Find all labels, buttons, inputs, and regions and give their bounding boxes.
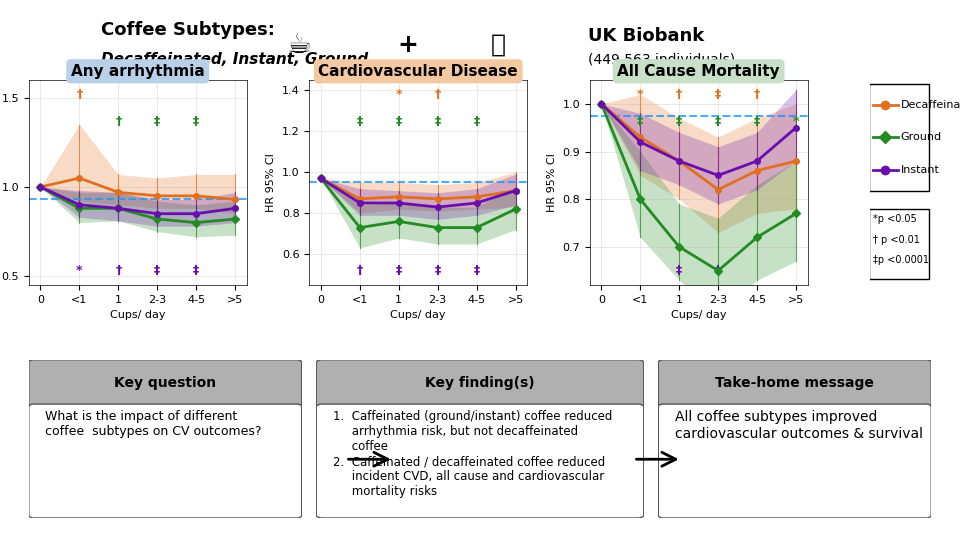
- Text: †: †: [357, 264, 363, 277]
- Y-axis label: HR 95% CI: HR 95% CI: [546, 153, 557, 212]
- Text: *p <0.05: *p <0.05: [874, 214, 917, 224]
- Text: *: *: [76, 264, 83, 277]
- Text: ☕: ☕: [287, 31, 312, 59]
- Text: Coffee Subtypes:: Coffee Subtypes:: [101, 21, 275, 40]
- Title: Any arrhythmia: Any arrhythmia: [71, 64, 204, 79]
- Text: †: †: [676, 88, 683, 101]
- Title: Cardiovascular Disease: Cardiovascular Disease: [319, 64, 518, 79]
- Text: ‡: ‡: [435, 264, 441, 277]
- Text: ‡: ‡: [193, 115, 200, 128]
- Text: *: *: [637, 88, 643, 101]
- Text: †: †: [754, 88, 760, 101]
- Text: ‡: ‡: [754, 115, 760, 128]
- Text: †: †: [76, 88, 83, 101]
- Text: ‡: ‡: [435, 115, 441, 128]
- Text: ‡: ‡: [396, 264, 402, 277]
- Text: ‡: ‡: [715, 264, 721, 277]
- Text: ‡: ‡: [473, 264, 480, 277]
- Text: ‡: ‡: [193, 264, 200, 277]
- Text: ‡: ‡: [473, 115, 480, 128]
- Text: (449 563 individuals): (449 563 individuals): [588, 52, 735, 66]
- Text: ‡: ‡: [637, 115, 643, 128]
- Text: 👥: 👥: [491, 33, 506, 57]
- Text: †: †: [435, 88, 441, 101]
- X-axis label: Cups/ day: Cups/ day: [391, 310, 446, 320]
- Text: Ground: Ground: [900, 132, 942, 143]
- Text: ‡: ‡: [676, 264, 683, 277]
- Text: All coffee subtypes improved
cardiovascular outcomes & survival: All coffee subtypes improved cardiovascu…: [675, 411, 923, 441]
- Text: ‡: ‡: [155, 264, 160, 277]
- Text: ‡: ‡: [396, 115, 402, 128]
- Text: Decaffeinated: Decaffeinated: [900, 99, 960, 109]
- Text: *: *: [396, 88, 402, 101]
- FancyBboxPatch shape: [29, 360, 301, 407]
- Text: What is the impact of different
coffee  subtypes on CV outcomes?: What is the impact of different coffee s…: [45, 411, 262, 438]
- FancyBboxPatch shape: [869, 84, 929, 191]
- Text: Key finding(s): Key finding(s): [425, 376, 535, 390]
- Text: ‡: ‡: [715, 115, 721, 128]
- Text: UK Biobank: UK Biobank: [588, 27, 705, 45]
- FancyBboxPatch shape: [29, 404, 301, 518]
- Text: *: *: [793, 115, 800, 128]
- FancyBboxPatch shape: [316, 404, 644, 518]
- Text: ‡: ‡: [676, 115, 683, 128]
- FancyBboxPatch shape: [659, 360, 931, 407]
- Text: †: †: [115, 264, 121, 277]
- Title: All Cause Mortality: All Cause Mortality: [617, 64, 780, 79]
- Text: Key question: Key question: [114, 376, 216, 390]
- Y-axis label: HR 95% CI: HR 95% CI: [266, 153, 276, 212]
- Text: Decaffeinated, Instant, Ground: Decaffeinated, Instant, Ground: [101, 52, 368, 67]
- Text: ‡p <0.0001: ‡p <0.0001: [874, 255, 929, 265]
- Text: †: †: [115, 115, 121, 128]
- Text: Take-home message: Take-home message: [715, 376, 875, 390]
- FancyBboxPatch shape: [659, 404, 931, 518]
- Text: 1.  Caffeinated (ground/instant) coffee reduced
     arrhythmia risk, but not de: 1. Caffeinated (ground/instant) coffee r…: [332, 411, 612, 498]
- Text: +: +: [397, 33, 419, 57]
- Text: Instant: Instant: [900, 165, 940, 175]
- X-axis label: Cups/ day: Cups/ day: [671, 310, 727, 320]
- FancyBboxPatch shape: [316, 360, 644, 407]
- Text: ‡: ‡: [155, 115, 160, 128]
- X-axis label: Cups/ day: Cups/ day: [110, 310, 165, 320]
- FancyBboxPatch shape: [869, 209, 929, 279]
- Text: ‡: ‡: [715, 88, 721, 101]
- Text: † p <0.01: † p <0.01: [874, 235, 920, 245]
- Text: ‡: ‡: [357, 115, 363, 128]
